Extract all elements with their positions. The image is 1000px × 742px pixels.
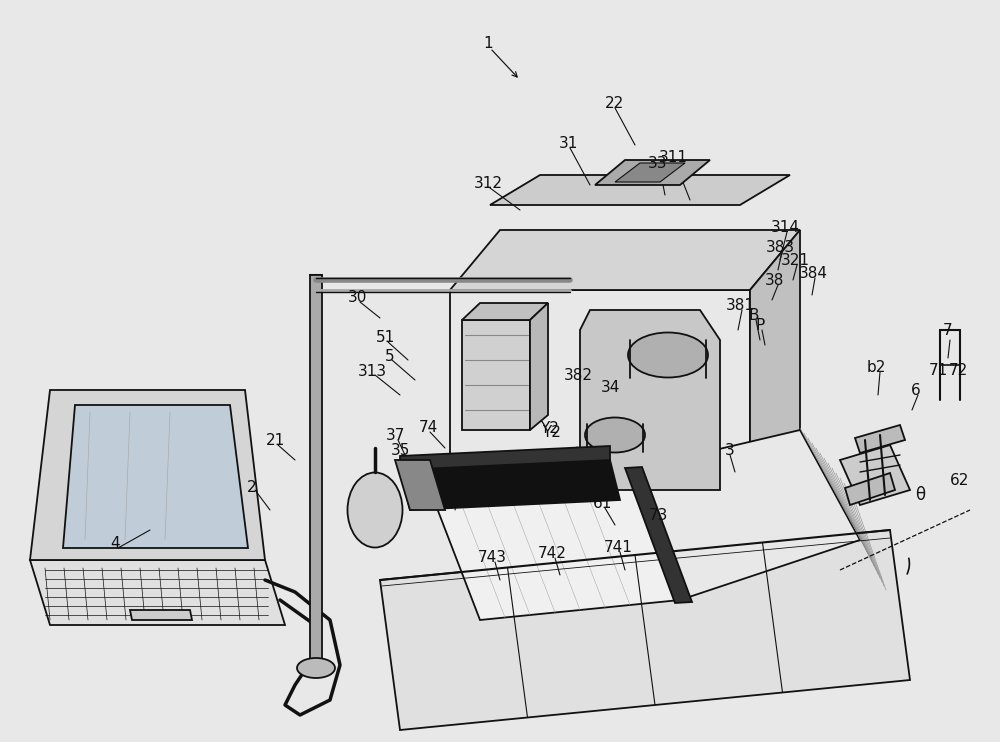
Polygon shape xyxy=(625,467,692,603)
Text: θ: θ xyxy=(915,486,925,504)
Text: 741: 741 xyxy=(604,539,632,554)
Text: B: B xyxy=(749,307,759,323)
Text: 314: 314 xyxy=(770,220,800,234)
Text: 321: 321 xyxy=(780,252,810,268)
Text: 71: 71 xyxy=(928,363,948,378)
Text: 38: 38 xyxy=(765,272,785,287)
Polygon shape xyxy=(400,460,620,510)
Text: 37: 37 xyxy=(385,427,405,442)
Text: 381: 381 xyxy=(726,298,755,312)
Text: 5: 5 xyxy=(385,349,395,364)
Polygon shape xyxy=(580,310,720,490)
Text: 34: 34 xyxy=(600,379,620,395)
Text: 7: 7 xyxy=(943,323,953,338)
Polygon shape xyxy=(840,445,910,505)
Polygon shape xyxy=(630,430,860,600)
Polygon shape xyxy=(450,230,800,290)
Text: Y2: Y2 xyxy=(543,424,561,439)
Text: 22: 22 xyxy=(604,96,624,111)
Text: 31: 31 xyxy=(558,136,578,151)
Text: 33: 33 xyxy=(648,156,668,171)
Text: 382: 382 xyxy=(564,367,592,382)
Text: Y2: Y2 xyxy=(541,421,559,436)
Polygon shape xyxy=(30,560,285,625)
Text: P: P xyxy=(755,318,765,332)
Ellipse shape xyxy=(585,418,645,453)
Text: 51: 51 xyxy=(375,329,395,344)
Polygon shape xyxy=(750,230,800,490)
Polygon shape xyxy=(430,470,680,620)
Text: 61: 61 xyxy=(593,496,613,510)
Text: 4: 4 xyxy=(110,536,120,551)
Text: 6: 6 xyxy=(911,382,921,398)
Text: 62: 62 xyxy=(950,473,970,487)
Text: 743: 743 xyxy=(478,550,507,565)
Polygon shape xyxy=(450,290,750,490)
Text: 21: 21 xyxy=(265,433,285,447)
Text: 3: 3 xyxy=(725,442,735,458)
Polygon shape xyxy=(400,446,610,470)
Polygon shape xyxy=(63,405,248,548)
Polygon shape xyxy=(395,460,445,510)
Text: 383: 383 xyxy=(765,240,795,255)
Text: b2: b2 xyxy=(866,360,886,375)
Text: 35: 35 xyxy=(390,442,410,458)
Text: 72: 72 xyxy=(948,363,968,378)
Polygon shape xyxy=(845,473,895,505)
Polygon shape xyxy=(855,425,905,453)
Text: 74: 74 xyxy=(418,419,438,435)
Polygon shape xyxy=(490,175,790,205)
Polygon shape xyxy=(615,163,685,182)
Text: 311: 311 xyxy=(658,149,688,165)
Polygon shape xyxy=(595,160,710,185)
Polygon shape xyxy=(380,530,910,730)
Text: 313: 313 xyxy=(357,364,387,378)
Polygon shape xyxy=(310,275,322,660)
Text: 384: 384 xyxy=(798,266,828,280)
Polygon shape xyxy=(130,610,192,620)
Text: 1: 1 xyxy=(483,36,493,50)
Text: 312: 312 xyxy=(474,176,503,191)
Text: 742: 742 xyxy=(538,545,566,560)
Polygon shape xyxy=(462,320,530,430)
Polygon shape xyxy=(30,390,265,560)
Text: 2: 2 xyxy=(247,479,257,494)
Polygon shape xyxy=(462,303,548,320)
Ellipse shape xyxy=(348,473,403,548)
Ellipse shape xyxy=(297,658,335,678)
Text: 42: 42 xyxy=(448,478,468,493)
Polygon shape xyxy=(530,303,548,430)
Text: 73: 73 xyxy=(648,508,668,522)
Ellipse shape xyxy=(628,332,708,378)
Text: 30: 30 xyxy=(347,289,367,304)
